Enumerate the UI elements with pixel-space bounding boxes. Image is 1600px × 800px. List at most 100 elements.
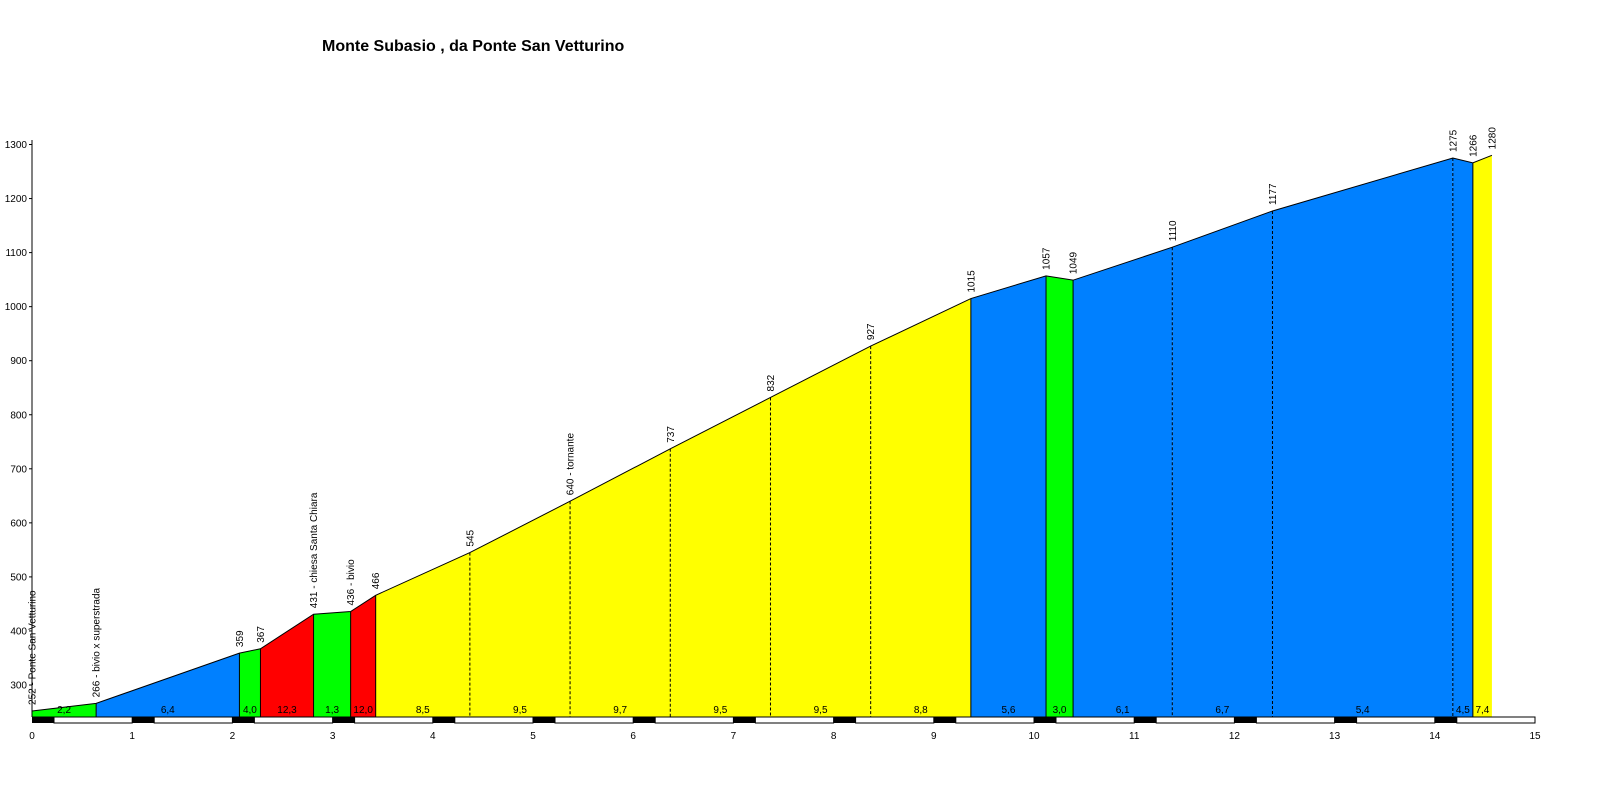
gradient-label: 12,0 — [353, 705, 373, 716]
y-tick-label: 1100 — [5, 248, 27, 259]
km-bar-black — [232, 717, 255, 723]
km-bar-white — [855, 716, 935, 724]
km-bar-black — [332, 717, 355, 723]
km-bar-white — [1456, 716, 1536, 724]
profile-segment — [313, 611, 351, 717]
profile-segment — [239, 648, 261, 717]
profile-segment — [1073, 247, 1173, 717]
profile-segment — [870, 298, 971, 717]
profile-segment — [970, 275, 1047, 717]
elevation-label: 367 — [256, 626, 267, 643]
profile-segment — [260, 614, 314, 717]
gradient-label: 2,2 — [57, 705, 71, 716]
km-bar-black — [1334, 717, 1357, 723]
elevation-label: 545 — [465, 529, 476, 546]
km-bar-white — [454, 716, 534, 724]
gradient-label: 4,0 — [243, 705, 257, 716]
gradient-label: 6,1 — [1116, 705, 1130, 716]
km-bar-black — [1134, 717, 1157, 723]
profile-segment — [1472, 155, 1492, 717]
elevation-label: 1057 — [1042, 247, 1053, 270]
elevation-label: 927 — [866, 323, 877, 340]
elevation-label: 266 - bivio x superstrada — [92, 587, 103, 697]
elevation-label: 1275 — [1448, 129, 1459, 152]
gradient-label: 1,3 — [325, 705, 339, 716]
x-tick-label: 1 — [129, 731, 135, 742]
x-tick-label: 2 — [230, 731, 236, 742]
y-tick-label: 500 — [10, 572, 27, 583]
elevation-label: 1110 — [1168, 220, 1179, 241]
profile-segment — [96, 653, 240, 717]
km-bar-white — [754, 716, 835, 724]
gradient-label: 8,8 — [914, 705, 928, 716]
elevation-label: 1049 — [1069, 251, 1080, 274]
km-bar-white — [1155, 716, 1235, 724]
gradient-label: 6,4 — [161, 705, 175, 716]
profile-segment — [770, 346, 871, 717]
elevation-label: 252 - Ponte San Vetturino — [28, 590, 39, 705]
km-bar-white — [1356, 716, 1436, 724]
km-bar-white — [153, 716, 233, 724]
km-bar-black — [132, 717, 155, 723]
km-bar-black — [533, 717, 555, 723]
elevation-label: 1266 — [1468, 134, 1479, 157]
elevation-label: 832 — [766, 374, 777, 391]
km-bar-black — [432, 717, 455, 723]
profile-outline — [31, 154, 1493, 712]
km-bar-white — [53, 716, 133, 724]
elevation-label: 1177 — [1268, 183, 1279, 205]
profile-segment — [1452, 158, 1473, 717]
km-bar-black — [1434, 717, 1457, 723]
profile-segment — [32, 703, 97, 717]
x-tick-label: 7 — [731, 731, 737, 742]
gradient-label: 6,7 — [1215, 705, 1229, 716]
km-bar-white — [1255, 716, 1336, 724]
profile-segment — [1272, 158, 1453, 717]
km-bar-black — [32, 717, 54, 723]
km-bar-white — [654, 716, 734, 724]
profile-segment — [1172, 210, 1273, 717]
profile-segment — [375, 552, 470, 717]
gradient-label: 9,7 — [613, 705, 627, 716]
gradient-label: 9,5 — [513, 705, 527, 716]
x-tick-label: 13 — [1329, 731, 1341, 742]
elevation-label: 431 - chiesa Santa Chiara — [309, 492, 320, 608]
x-tick-label: 0 — [29, 731, 35, 742]
elevation-label: 1280 — [1487, 127, 1498, 150]
gradient-label: 12,3 — [277, 705, 297, 716]
gradient-label: 9,5 — [713, 705, 727, 716]
elevation-label: 640 - tornante — [566, 433, 577, 496]
elevation-label: 466 — [371, 572, 382, 589]
x-tick-label: 9 — [931, 731, 937, 742]
gradient-label: 5,6 — [1001, 705, 1015, 716]
elevation-label: 737 — [666, 426, 677, 443]
km-bar-black — [1034, 717, 1056, 723]
x-tick-label: 15 — [1529, 731, 1541, 742]
y-tick-label: 800 — [10, 410, 27, 421]
km-bar-black — [833, 717, 856, 723]
y-tick-label: 300 — [10, 681, 27, 692]
y-tick-label: 400 — [10, 626, 27, 637]
gradient-label: 7,4 — [1475, 705, 1489, 716]
x-tick-label: 8 — [831, 731, 837, 742]
km-bar-white — [354, 716, 434, 724]
x-tick-label: 5 — [530, 731, 536, 742]
x-tick-label: 14 — [1429, 731, 1441, 742]
chart-title: Monte Subasio , da Ponte San Vetturino — [322, 38, 625, 55]
km-bar-black — [733, 717, 756, 723]
profile-segment — [350, 595, 376, 717]
gradient-label: 8,5 — [416, 705, 430, 716]
y-tick-label: 1300 — [5, 140, 28, 151]
y-tick-label: 900 — [10, 356, 27, 367]
y-tick-label: 700 — [10, 464, 27, 475]
gradient-label: 9,5 — [814, 705, 828, 716]
y-tick-label: 1200 — [5, 194, 28, 205]
km-bar-black — [933, 717, 956, 723]
x-tick-label: 4 — [430, 731, 436, 742]
km-bar-white — [1055, 716, 1135, 724]
x-tick-label: 12 — [1229, 731, 1241, 742]
x-tick-label: 6 — [630, 731, 636, 742]
profile-segment — [469, 501, 571, 717]
x-tick-label: 3 — [330, 731, 336, 742]
